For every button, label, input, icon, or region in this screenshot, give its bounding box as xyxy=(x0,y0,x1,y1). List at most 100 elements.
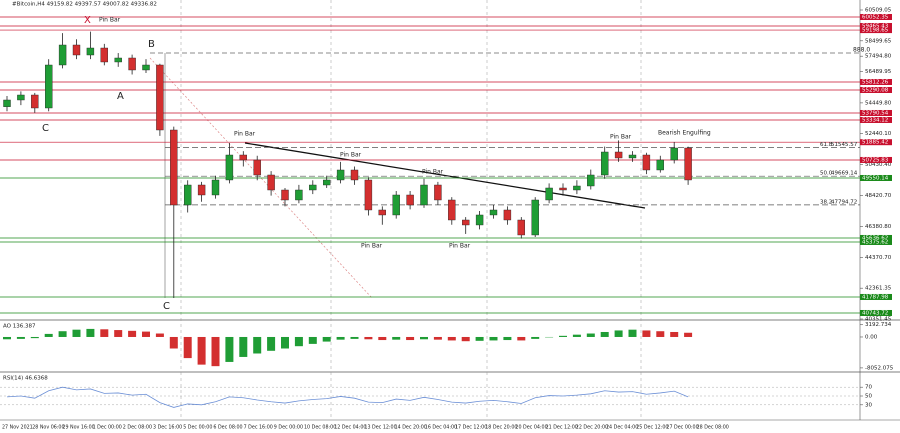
ao-bar xyxy=(44,333,53,337)
candle-body xyxy=(517,219,525,236)
y-tick-label: 46380.80 xyxy=(865,224,892,230)
candle-body xyxy=(545,187,553,201)
annotation: Pin Bar xyxy=(449,243,471,250)
level-box xyxy=(860,156,892,163)
annotation: B xyxy=(148,39,155,50)
annotation: X xyxy=(84,15,91,26)
ao-bar xyxy=(72,329,81,337)
time-label: 24 Dec 04:00 xyxy=(606,425,638,431)
y-tick-label: 54449.80 xyxy=(865,100,892,106)
ao-bar xyxy=(336,336,345,340)
ao-bar xyxy=(684,332,693,337)
candle-body xyxy=(3,99,11,107)
ao-bar xyxy=(253,336,262,354)
candle-body xyxy=(420,184,428,206)
ao-bar xyxy=(656,331,665,337)
ao-bar xyxy=(322,336,331,342)
level-label: 51885.42 xyxy=(862,140,888,146)
level-label: 59198.65 xyxy=(862,28,889,34)
ao-bar xyxy=(670,331,679,337)
ao-bar xyxy=(155,333,164,337)
time-label: 20 Dec 04:00 xyxy=(515,425,547,431)
fib-diagonal xyxy=(149,57,373,299)
ao-bar xyxy=(517,336,526,341)
candle-body xyxy=(489,209,498,216)
candle-body xyxy=(587,174,595,187)
ao-bar xyxy=(503,336,512,341)
trend-line xyxy=(244,142,646,209)
time-label: 13 Dec 12:00 xyxy=(364,425,396,431)
candle-body xyxy=(323,179,331,186)
y-tick-label: 60509.05 xyxy=(865,7,892,13)
time-label: 9 Dec 00:00 xyxy=(274,425,303,431)
ao-bar xyxy=(628,329,637,337)
fib-level: 61.8 xyxy=(820,142,833,148)
level-box xyxy=(860,78,892,85)
candle-body xyxy=(614,151,623,159)
y-tick-label: 0.00 xyxy=(865,334,878,340)
candle-body xyxy=(211,179,220,196)
annotation: C xyxy=(42,123,49,134)
ao-bar xyxy=(86,328,95,337)
candle-body xyxy=(128,57,136,71)
annotation: C xyxy=(163,301,170,312)
candle-body xyxy=(531,199,539,236)
time-label: 17 Dec 12:00 xyxy=(455,425,487,431)
ao-bar xyxy=(378,336,387,341)
time-label: 14 Dec 20:00 xyxy=(395,425,427,431)
level-box xyxy=(860,116,892,123)
ao-bar xyxy=(100,329,109,337)
candle-body xyxy=(336,169,345,181)
ao-bar xyxy=(308,336,317,344)
level-box xyxy=(860,86,892,93)
ao-bar xyxy=(642,330,651,337)
rsi-line xyxy=(6,386,689,408)
level-box xyxy=(860,309,892,316)
time-label: 16 Dec 04:00 xyxy=(425,425,457,431)
level-box xyxy=(860,174,892,181)
candle-body xyxy=(364,179,373,211)
y-tick-label: 52440.10 xyxy=(865,131,892,137)
time-label: 27 Nov 2021 xyxy=(2,425,33,431)
y-tick-label: 58499.65 xyxy=(865,38,892,44)
time-label: 1 Dec 00:00 xyxy=(93,425,122,431)
time-label: 12 Dec 04:00 xyxy=(334,425,366,431)
y-tick-label: 56489.95 xyxy=(865,69,892,75)
y-tick-label: 40351.45 xyxy=(865,317,892,323)
candle-body xyxy=(183,184,192,206)
time-label: 28 Dec 08:00 xyxy=(697,425,729,431)
time-label: 10 Dec 08:00 xyxy=(304,425,336,431)
ao-bar xyxy=(197,336,206,365)
candle-body xyxy=(156,64,164,131)
annotation: 888.0 xyxy=(853,47,870,54)
fib-level: 50.0 xyxy=(820,171,833,177)
candle-body xyxy=(573,185,581,191)
ao-bar xyxy=(281,336,289,349)
annotation: A xyxy=(117,91,124,102)
ao-bar xyxy=(433,336,442,340)
level-box xyxy=(860,139,892,146)
candle-body xyxy=(378,209,386,216)
ao-bar xyxy=(489,336,498,341)
time-label: 2 Dec 08:00 xyxy=(123,425,152,431)
ao-bar xyxy=(447,336,456,341)
ao-bar xyxy=(614,330,623,337)
fib-price: 49669.14 xyxy=(831,171,858,177)
ao-bar xyxy=(559,335,567,337)
date-grid xyxy=(180,0,642,420)
time-label: 3 Dec 16:00 xyxy=(153,425,182,431)
candle-body xyxy=(100,47,109,63)
level-label: 50725.83 xyxy=(862,157,889,163)
candle-body xyxy=(170,129,178,206)
ao-bar xyxy=(475,336,484,341)
ao-bar xyxy=(16,336,25,339)
time-label: 5 Dec 00:00 xyxy=(183,425,212,431)
annotation: Pin Bar xyxy=(361,243,383,250)
time-label: 29 Nov 16:00 xyxy=(62,425,94,431)
candle-body xyxy=(197,184,206,196)
candle-body xyxy=(295,189,303,201)
level-label: 55812.26 xyxy=(862,79,889,85)
ao-bar xyxy=(586,333,595,337)
time-label: 22 Dec 20:00 xyxy=(576,425,608,431)
